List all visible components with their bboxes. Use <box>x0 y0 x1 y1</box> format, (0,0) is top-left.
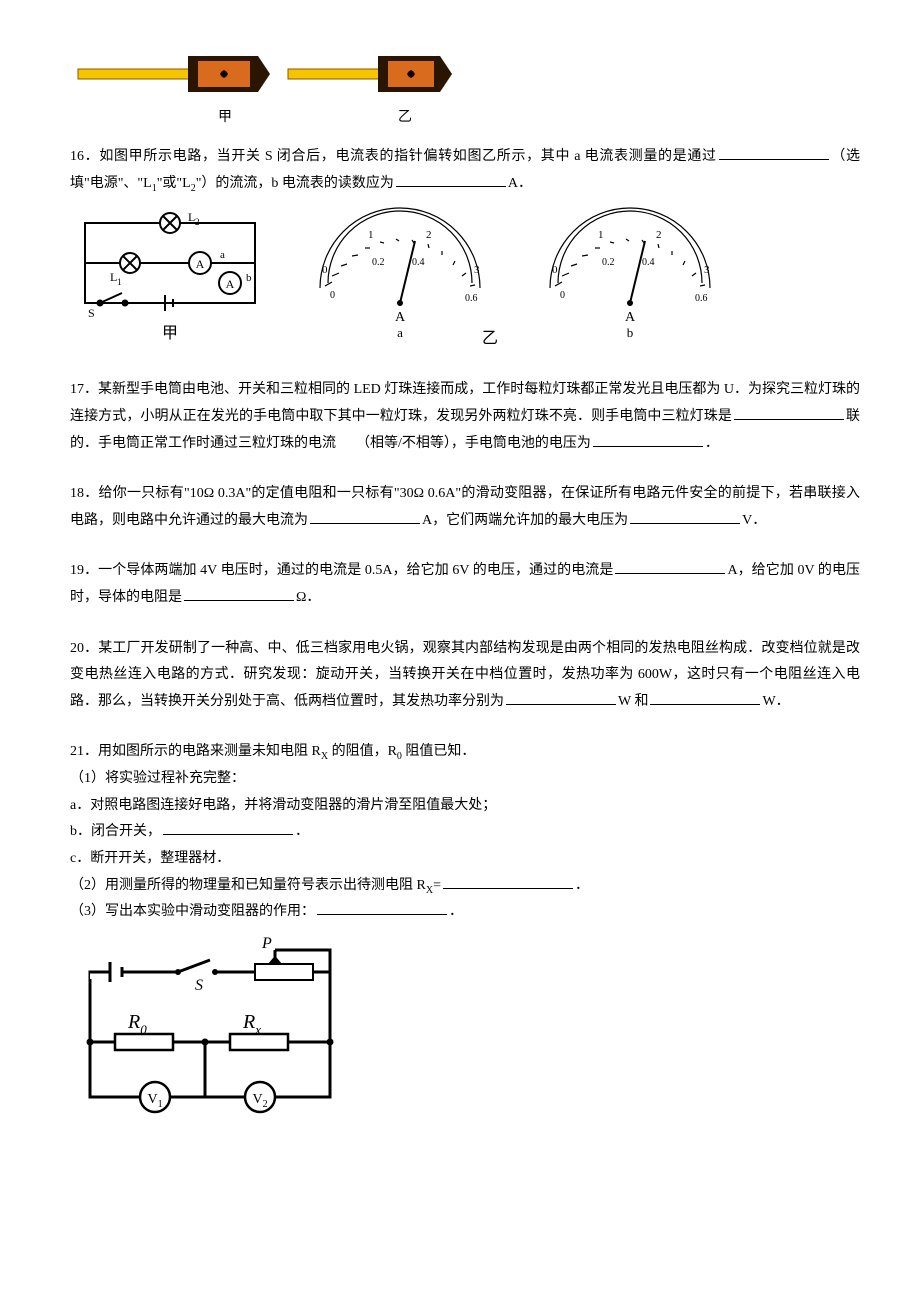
q21-s2-blank <box>443 874 573 889</box>
svg-text:1: 1 <box>368 229 374 241</box>
question-20: 20．某工厂开发研制了一种高、中、低三档家用电火锅，观察其内部结构发现是由两个相… <box>70 636 860 716</box>
q16-figure-row: L 2 L 1 A a A b <box>70 203 860 353</box>
q19-t1: 19．一个导体两端加 4V 电压时，通过的电流是 0.5A，给它加 6V 的电压… <box>70 563 613 578</box>
svg-text:0.4: 0.4 <box>412 257 425 268</box>
svg-text:1: 1 <box>117 277 122 287</box>
svg-text:2: 2 <box>426 229 432 241</box>
q20-mid: W 和 <box>618 694 648 709</box>
screwdriver-left <box>78 56 270 92</box>
q21-sa: a．对照电路图连接好电路，并将滑动变阻器的滑片滑至阻值最大处； <box>70 793 860 820</box>
q18-blank-2 <box>630 509 740 524</box>
q21-s1: （1）将实验过程补充完整： <box>70 766 860 793</box>
q17-t3: （相等/不相等），手电筒电池的电压为 <box>356 436 591 451</box>
svg-text:3: 3 <box>704 264 710 276</box>
q21-s3-post: ． <box>449 904 463 919</box>
svg-text:2: 2 <box>656 229 662 241</box>
q17-t4: ． <box>705 436 719 451</box>
svg-text:P: P <box>261 935 272 952</box>
q21-figure: S P R0 Rx <box>70 932 860 1122</box>
question-17: 17．某新型手电筒由电池、开关和三粒相同的 LED 灯珠连接而成，工作时每粒灯珠… <box>70 377 860 457</box>
q21-s3-blank <box>317 900 447 915</box>
question-19: 19．一个导体两端加 4V 电压时，通过的电流是 0.5A，给它加 6V 的电压… <box>70 558 860 611</box>
screwdriver-right <box>288 56 452 92</box>
q16-options-2: "或"L <box>157 176 191 191</box>
svg-text:3: 3 <box>474 264 480 276</box>
q16-prefix: 16．如图甲所示电路，当开关 S 闭合后，电流表的指针偏转如图乙所示，其中 a … <box>70 149 717 164</box>
svg-text:0.2: 0.2 <box>372 257 385 268</box>
question-18: 18．给你一只标有"10Ω 0.3A"的定值电阻和一只标有"30Ω 0.6A"的… <box>70 481 860 534</box>
q17-blank-2 <box>338 433 354 447</box>
svg-text:a: a <box>397 325 403 340</box>
q21-circuit-svg: S P R0 Rx <box>70 932 350 1122</box>
q21-s2-post: ． <box>575 878 589 893</box>
q21-s2-sub: X <box>426 884 433 895</box>
q20-blank-2 <box>650 690 760 705</box>
q18-u2: V． <box>742 513 766 528</box>
q16-circuit: L 2 L 1 A a A b <box>85 210 255 320</box>
q16-meter-a: 0 1 2 3 0 0.2 0.4 0.6 A a <box>320 208 480 340</box>
q16-unit: A． <box>508 176 532 191</box>
q19-u2: Ω． <box>296 590 320 605</box>
q19-blank-2 <box>184 586 294 601</box>
svg-text:S: S <box>88 306 95 320</box>
svg-text:0.6: 0.6 <box>465 293 478 304</box>
q16-svg: L 2 L 1 A a A b <box>70 203 770 353</box>
q21-s2-mid: = <box>433 878 441 893</box>
q18-blank-1 <box>310 509 420 524</box>
svg-text:0.6: 0.6 <box>695 293 708 304</box>
q16-blank-2 <box>396 172 506 187</box>
fig-screwdrivers: 甲 乙 <box>70 46 860 136</box>
q17-blank-1 <box>734 405 844 420</box>
svg-text:A: A <box>395 310 406 325</box>
q20-blank-1 <box>506 690 616 705</box>
svg-text:A: A <box>196 257 205 271</box>
svg-text:0: 0 <box>322 264 328 276</box>
question-16: 16．如图甲所示电路，当开关 S 闭合后，电流表的指针偏转如图乙所示，其中 a … <box>70 144 860 353</box>
q20-end: W． <box>762 694 789 709</box>
q21-sc: c．断开开关，整理器材． <box>70 846 860 873</box>
svg-text:2: 2 <box>195 217 200 227</box>
q21-lead-sub: X <box>321 751 328 762</box>
svg-text:0.4: 0.4 <box>642 257 655 268</box>
q16-meter-b: 0 1 2 3 0 0.2 0.4 0.6 A b <box>550 208 710 340</box>
svg-text:0: 0 <box>552 264 558 276</box>
fig-right-label: 乙 <box>398 109 412 125</box>
q21-lead3: 阻值已知． <box>402 744 476 759</box>
q16-text: 16．如图甲所示电路，当开关 S 闭合后，电流表的指针偏转如图乙所示，其中 a … <box>70 144 860 197</box>
svg-text:1: 1 <box>598 229 604 241</box>
svg-text:0: 0 <box>330 290 335 301</box>
q19-blank-1 <box>615 559 725 574</box>
question-21: 21．用如图所示的电路来测量未知电阻 RX 的阻值，R0 阻值已知． （1）将实… <box>70 739 860 1122</box>
screwdriver-pair-svg: 甲 乙 <box>70 46 490 136</box>
svg-text:b: b <box>627 325 634 340</box>
q21-lead: 21．用如图所示的电路来测量未知电阻 R <box>70 744 321 759</box>
svg-text:0: 0 <box>560 290 565 301</box>
q21-s2-pre: （2）用测量所得的物理量和已知量符号表示出待测电阻 R <box>70 878 426 893</box>
q16-blank-1 <box>719 145 829 160</box>
q21-sb-post: ． <box>295 824 309 839</box>
q21-lead2: 的阻值，R <box>328 744 397 759</box>
fig-left-label: 甲 <box>218 110 232 125</box>
q18-u1: A，它们两端允许加的最大电压为 <box>422 513 628 528</box>
svg-text:0.2: 0.2 <box>602 257 615 268</box>
q16-circuit-caption: 甲 <box>162 325 178 342</box>
svg-text:b: b <box>246 272 252 284</box>
q21-s3-pre: （3）写出本实验中滑动变阻器的作用： <box>70 904 315 919</box>
svg-text:A: A <box>625 310 636 325</box>
q17-blank-3 <box>593 432 703 447</box>
svg-text:a: a <box>220 249 225 261</box>
q21-sb-blank <box>163 820 293 835</box>
q16-meters-caption: 乙 <box>482 330 498 347</box>
svg-text:A: A <box>226 277 235 291</box>
q16-options-3: "）的流流，b 电流表的读数应为 <box>196 176 394 191</box>
svg-text:S: S <box>195 977 203 994</box>
q21-sb-pre: b．闭合开关， <box>70 824 161 839</box>
